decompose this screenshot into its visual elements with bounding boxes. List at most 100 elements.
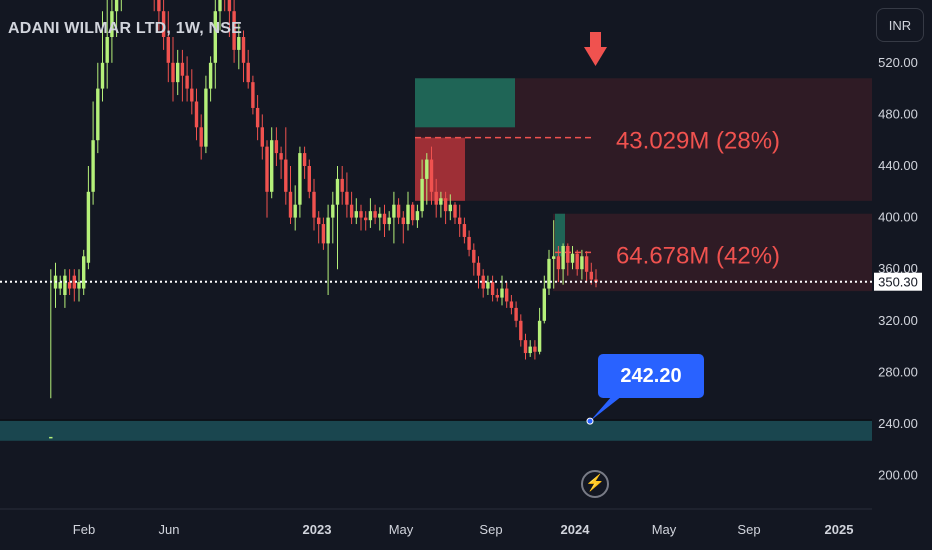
candle[interactable] xyxy=(326,204,330,295)
candle[interactable] xyxy=(255,95,260,141)
candle[interactable] xyxy=(425,153,429,205)
candle[interactable] xyxy=(67,269,72,295)
candle[interactable] xyxy=(340,166,344,205)
candle[interactable] xyxy=(204,75,208,154)
candle[interactable] xyxy=(462,217,467,244)
candle[interactable] xyxy=(481,269,485,298)
candle[interactable] xyxy=(420,159,424,218)
candle[interactable] xyxy=(96,62,100,154)
candle[interactable] xyxy=(223,0,226,12)
candle[interactable] xyxy=(279,146,283,179)
candle[interactable] xyxy=(241,30,246,83)
candle[interactable] xyxy=(100,11,105,102)
candle[interactable] xyxy=(570,245,575,270)
candle[interactable] xyxy=(542,275,546,324)
candle[interactable] xyxy=(86,166,91,270)
candle[interactable] xyxy=(190,69,194,115)
candle[interactable] xyxy=(500,275,504,306)
candle[interactable] xyxy=(91,101,95,205)
candle[interactable] xyxy=(274,127,279,166)
candle[interactable] xyxy=(270,127,274,199)
candle[interactable] xyxy=(345,172,349,218)
candle[interactable] xyxy=(335,166,340,270)
candle[interactable] xyxy=(443,191,448,225)
currency-button[interactable]: INR xyxy=(876,8,924,42)
candle[interactable] xyxy=(63,269,67,308)
candle[interactable] xyxy=(49,269,53,439)
candle[interactable] xyxy=(180,49,185,102)
price-callout[interactable]: 242.20 xyxy=(598,354,704,398)
candle[interactable] xyxy=(495,288,499,302)
candle[interactable] xyxy=(368,198,373,228)
candle[interactable] xyxy=(105,0,109,89)
candle[interactable] xyxy=(227,0,232,37)
candle[interactable] xyxy=(429,146,434,205)
candle[interactable] xyxy=(232,0,236,63)
candle[interactable] xyxy=(349,191,354,225)
candle[interactable] xyxy=(575,249,579,276)
projection-zone[interactable] xyxy=(553,213,872,292)
candle[interactable] xyxy=(58,275,62,295)
candle[interactable] xyxy=(72,269,76,302)
candle[interactable] xyxy=(392,191,396,244)
candle[interactable] xyxy=(302,146,307,179)
candle[interactable] xyxy=(533,340,537,360)
candle[interactable] xyxy=(284,127,288,205)
candle[interactable] xyxy=(453,202,457,225)
candle[interactable] xyxy=(208,56,213,102)
candle[interactable] xyxy=(514,301,518,328)
candle[interactable] xyxy=(411,202,415,226)
candle[interactable] xyxy=(415,204,420,228)
candle[interactable] xyxy=(523,333,528,360)
candle[interactable] xyxy=(298,146,302,218)
candle[interactable] xyxy=(382,204,387,237)
candle[interactable] xyxy=(476,256,481,289)
candle[interactable] xyxy=(490,275,495,302)
candle[interactable] xyxy=(448,194,452,221)
candle[interactable] xyxy=(110,0,114,63)
candle[interactable] xyxy=(519,314,523,347)
candle[interactable] xyxy=(251,75,255,115)
candle[interactable] xyxy=(157,0,161,31)
candle[interactable] xyxy=(354,198,358,225)
candle[interactable] xyxy=(359,204,363,231)
candle[interactable] xyxy=(396,198,401,225)
candle[interactable] xyxy=(566,243,570,276)
candle[interactable] xyxy=(321,217,326,250)
candle[interactable] xyxy=(246,49,250,89)
candle[interactable] xyxy=(293,185,297,231)
candle[interactable] xyxy=(312,178,316,231)
candle[interactable] xyxy=(401,211,405,244)
candle[interactable] xyxy=(114,0,119,37)
candle[interactable] xyxy=(467,230,471,257)
candle[interactable] xyxy=(166,11,170,83)
candle[interactable] xyxy=(561,243,565,285)
candle[interactable] xyxy=(77,269,81,302)
candle[interactable] xyxy=(439,191,443,218)
candle[interactable] xyxy=(331,191,335,244)
candle[interactable] xyxy=(509,295,514,315)
lightning-bolt-icon[interactable]: ⚡ xyxy=(581,470,609,498)
candle[interactable] xyxy=(288,166,293,225)
candle[interactable] xyxy=(82,249,86,295)
candle[interactable] xyxy=(161,0,166,50)
candle[interactable] xyxy=(373,204,377,225)
candle[interactable] xyxy=(584,251,589,283)
candle[interactable] xyxy=(528,340,532,357)
candle[interactable] xyxy=(176,49,180,96)
candle[interactable] xyxy=(552,220,556,289)
candle[interactable] xyxy=(307,159,311,199)
support-band[interactable] xyxy=(0,420,872,441)
candle[interactable] xyxy=(580,249,584,280)
candle[interactable] xyxy=(378,207,382,231)
candle[interactable] xyxy=(317,211,321,244)
candle[interactable] xyxy=(218,0,222,31)
candle[interactable] xyxy=(153,0,156,12)
candle[interactable] xyxy=(406,191,410,231)
candle[interactable] xyxy=(213,0,217,89)
candle[interactable] xyxy=(387,211,391,231)
candle[interactable] xyxy=(364,211,368,231)
candle[interactable] xyxy=(194,88,199,141)
candle[interactable] xyxy=(434,178,438,218)
